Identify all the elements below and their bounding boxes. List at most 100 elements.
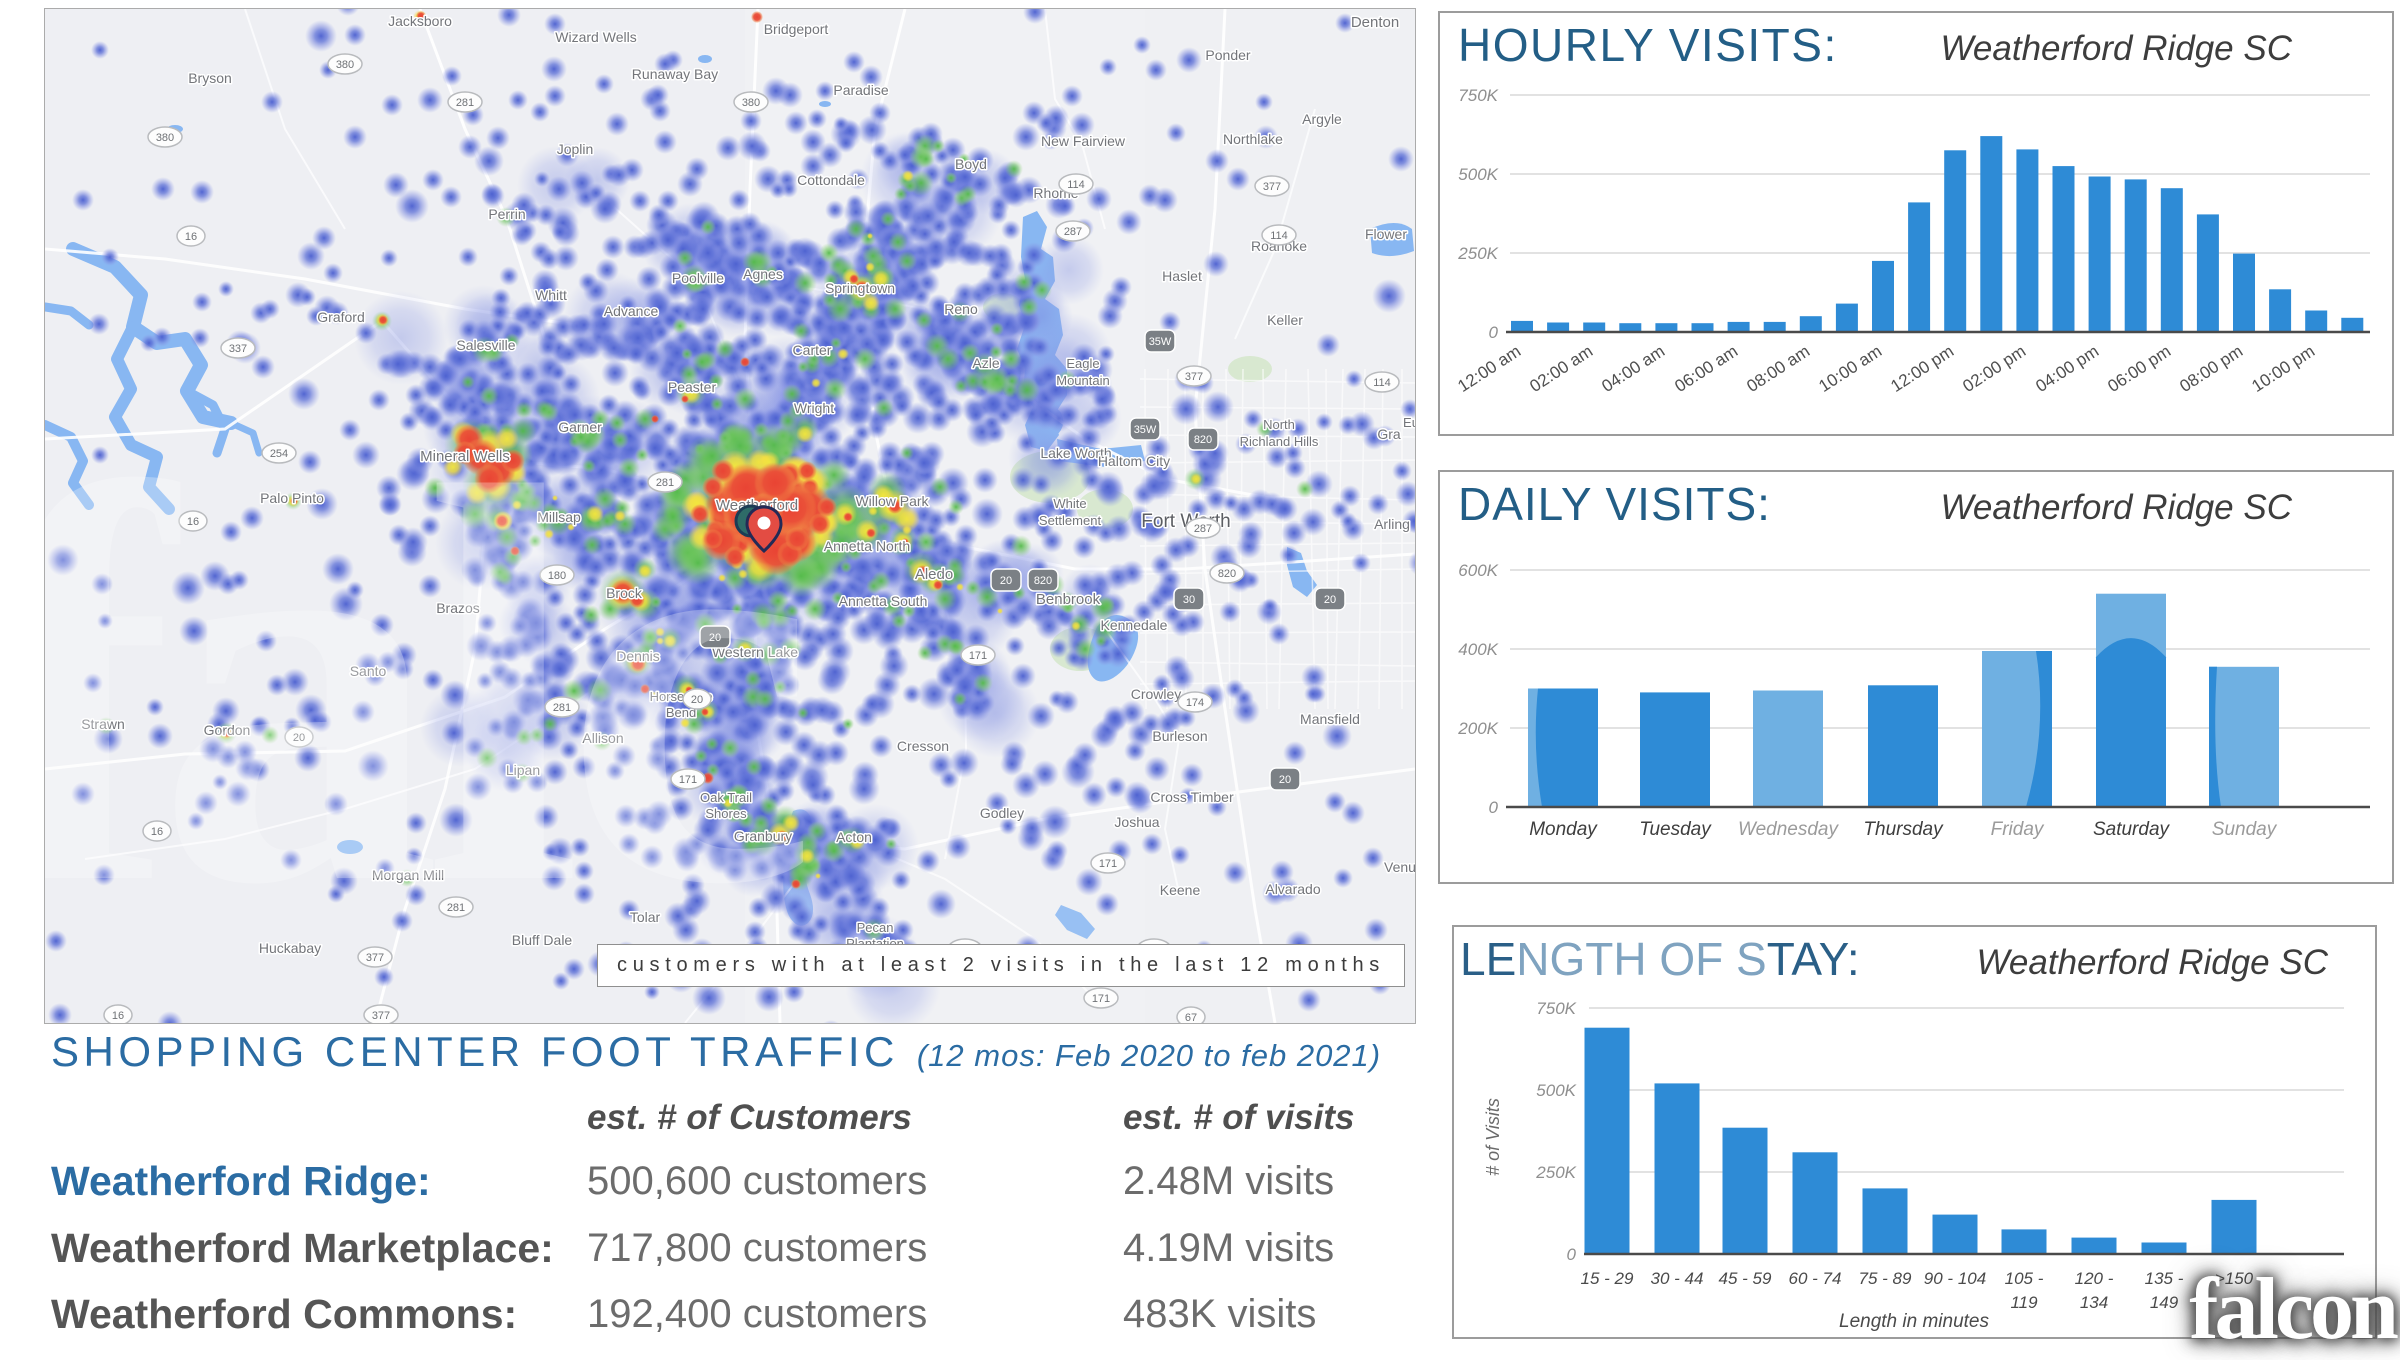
svg-text:Eu: Eu (1403, 415, 1415, 430)
svg-text:Jacksboro: Jacksboro (388, 13, 452, 29)
svg-text:20: 20 (293, 732, 305, 744)
svg-text:06:00 am: 06:00 am (1671, 341, 1741, 396)
svg-text:171: 171 (1099, 858, 1117, 870)
svg-text:254: 254 (270, 448, 288, 460)
svg-text:30: 30 (1183, 594, 1195, 606)
svg-text:Salesville: Salesville (456, 337, 515, 353)
svg-text:174: 174 (1186, 697, 1204, 709)
svg-text:>150: >150 (2215, 1269, 2254, 1288)
svg-text:30 - 44: 30 - 44 (1651, 1269, 1704, 1288)
svg-text:Ponder: Ponder (1205, 47, 1250, 63)
svg-text:171: 171 (969, 650, 987, 662)
svg-text:08:00 am: 08:00 am (1743, 341, 1813, 396)
svg-text:149: 149 (2150, 1293, 2179, 1312)
svg-text:Venu: Venu (1384, 859, 1415, 875)
svg-text:45 - 59: 45 - 59 (1719, 1269, 1772, 1288)
svg-text:Saturday: Saturday (2093, 819, 2171, 840)
svg-text:377: 377 (1185, 371, 1203, 383)
svg-text:02:00 pm: 02:00 pm (1959, 341, 2029, 396)
svg-text:Roanoke: Roanoke (1251, 238, 1307, 254)
svg-text:Lipan: Lipan (506, 762, 540, 778)
svg-text:750K: 750K (1536, 999, 1576, 1018)
svg-text:20: 20 (1324, 594, 1336, 606)
svg-text:820: 820 (1218, 568, 1236, 580)
svg-text:20: 20 (691, 694, 703, 706)
svg-text:Gra: Gra (1377, 426, 1401, 442)
svg-text:Paradise: Paradise (833, 82, 888, 98)
svg-text:White: White (1053, 496, 1086, 511)
svg-text:500K: 500K (1536, 1081, 1576, 1100)
svg-text:10:00 pm: 10:00 pm (2248, 341, 2318, 396)
svg-text:Mountain: Mountain (1056, 373, 1109, 388)
svg-text:New Fairview: New Fairview (1041, 133, 1126, 149)
svg-text:Wizard Wells: Wizard Wells (555, 29, 636, 45)
svg-text:35W: 35W (1134, 424, 1157, 436)
svg-text:Boyd: Boyd (955, 156, 987, 172)
svg-text:15 - 29: 15 - 29 (1581, 1269, 1634, 1288)
svg-text:114: 114 (1373, 377, 1391, 389)
svg-text:North: North (1263, 417, 1295, 432)
svg-text:134: 134 (2080, 1293, 2108, 1312)
svg-text:90 - 104: 90 - 104 (1924, 1269, 1986, 1288)
svg-text:380: 380 (156, 132, 174, 144)
svg-text:Garner: Garner (558, 419, 602, 435)
svg-text:Tolar: Tolar (630, 909, 661, 925)
svg-text:500K: 500K (1458, 165, 1498, 184)
svg-text:Shores: Shores (705, 806, 747, 821)
svg-text:114: 114 (1270, 230, 1288, 242)
svg-text:Willow Park: Willow Park (855, 493, 929, 509)
svg-text:06:00 pm: 06:00 pm (2104, 341, 2174, 396)
svg-text:135 -: 135 - (2145, 1269, 2184, 1288)
svg-text:Annetta North: Annetta North (824, 538, 910, 554)
svg-text:20: 20 (1000, 575, 1012, 587)
svg-text:35W: 35W (1149, 336, 1172, 348)
svg-text:Carter: Carter (793, 342, 832, 358)
svg-text:377: 377 (372, 1010, 390, 1022)
svg-text:Annetta South: Annetta South (839, 593, 928, 609)
svg-text:16: 16 (187, 516, 199, 528)
svg-text:Wright: Wright (794, 400, 834, 416)
svg-text:16: 16 (112, 1010, 124, 1022)
svg-text:Joshua: Joshua (1114, 814, 1159, 830)
svg-text:Weatherford: Weatherford (716, 497, 798, 514)
svg-text:Acton: Acton (836, 829, 872, 845)
svg-text:Argyle: Argyle (1302, 111, 1342, 127)
svg-text:Burleson: Burleson (1152, 728, 1207, 744)
svg-text:Mineral Wells: Mineral Wells (420, 448, 510, 465)
svg-text:281: 281 (656, 477, 674, 489)
svg-text:Sunday: Sunday (2212, 819, 2278, 840)
svg-text:Brock: Brock (606, 585, 643, 601)
svg-text:Poolville: Poolville (672, 270, 724, 286)
svg-text:Lake Worth: Lake Worth (1040, 445, 1111, 461)
svg-text:Wednesday: Wednesday (1738, 819, 1839, 840)
svg-text:Springtown: Springtown (825, 280, 895, 296)
svg-text:0: 0 (1489, 798, 1499, 817)
svg-text:Pecan: Pecan (857, 920, 894, 935)
svg-text:75 - 89: 75 - 89 (1859, 1269, 1912, 1288)
svg-text:Kennedale: Kennedale (1101, 617, 1168, 633)
svg-text:105 -: 105 - (2005, 1269, 2044, 1288)
svg-text:Arling: Arling (1374, 516, 1410, 532)
svg-text:171: 171 (679, 774, 697, 786)
svg-text:Richland Hills: Richland Hills (1240, 434, 1319, 449)
svg-text:0: 0 (1489, 323, 1499, 342)
svg-text:Granbury: Granbury (734, 828, 792, 844)
svg-text:337: 337 (229, 343, 247, 355)
svg-text:67: 67 (1185, 1012, 1197, 1023)
svg-text:287: 287 (1194, 523, 1212, 535)
svg-text:Alvarado: Alvarado (1265, 881, 1320, 897)
svg-text:377: 377 (366, 952, 384, 964)
svg-text:Denton: Denton (1351, 14, 1399, 31)
svg-text:Tuesday: Tuesday (1639, 819, 1712, 840)
svg-text:Runaway Bay: Runaway Bay (632, 66, 718, 82)
svg-text:Keller: Keller (1267, 312, 1303, 328)
svg-text:Bluff Dale: Bluff Dale (512, 932, 573, 948)
svg-text:Joplin: Joplin (557, 141, 594, 157)
svg-text:Length in minutes: Length in minutes (1839, 1311, 1989, 1332)
svg-text:250K: 250K (1535, 1163, 1576, 1182)
svg-text:Palo Pinto: Palo Pinto (260, 490, 324, 506)
svg-text:60 - 74: 60 - 74 (1789, 1269, 1842, 1288)
svg-text:Monday: Monday (1529, 819, 1598, 840)
svg-text:12:00 am: 12:00 am (1454, 341, 1524, 396)
svg-text:# of Visits: # of Visits (1483, 1098, 1503, 1176)
